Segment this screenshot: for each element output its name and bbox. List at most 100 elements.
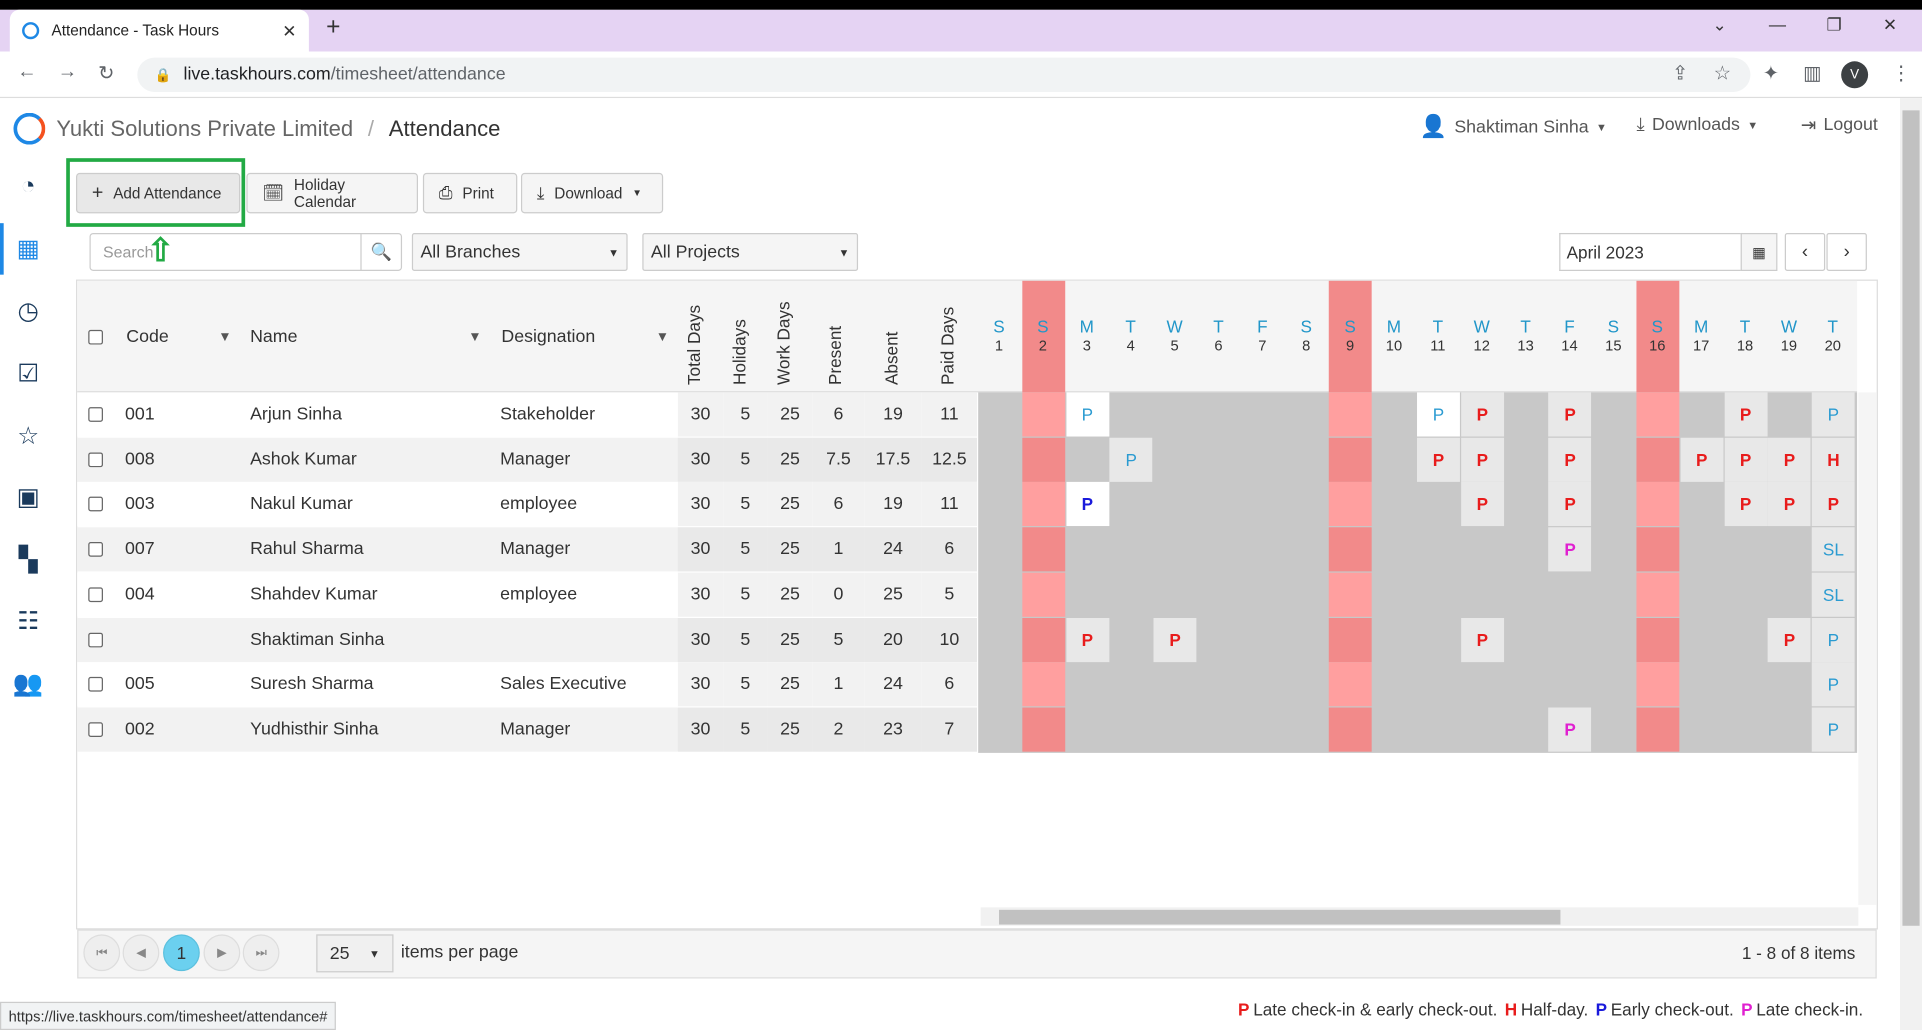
next-page-icon[interactable]: ▶ bbox=[203, 934, 241, 972]
attendance-mark[interactable]: P bbox=[1768, 482, 1811, 527]
back-icon[interactable]: ← bbox=[17, 61, 37, 83]
attendance-mark[interactable]: P bbox=[1724, 482, 1768, 527]
filter-icon[interactable]: ▼ bbox=[468, 329, 482, 345]
search-input[interactable]: Search bbox=[89, 232, 362, 271]
prev-page-icon[interactable]: ◀ bbox=[122, 934, 160, 972]
close-icon[interactable]: ✕ bbox=[282, 20, 297, 40]
clock-icon[interactable]: ◷ bbox=[17, 297, 39, 325]
attendance-mark[interactable]: P bbox=[1811, 392, 1855, 437]
row-checkbox-cell[interactable] bbox=[88, 392, 105, 436]
apps-icon[interactable]: ▚ bbox=[18, 546, 38, 574]
last-page-icon[interactable]: ⏭ bbox=[242, 934, 280, 972]
table-row[interactable]: Shaktiman Sinha 30 5 25 5 20 10 bbox=[77, 617, 977, 662]
row-checkbox[interactable] bbox=[88, 677, 103, 692]
attendance-mark[interactable]: P bbox=[1724, 437, 1768, 482]
grid-vertical-scrollbar[interactable] bbox=[1858, 392, 1877, 905]
row-checkbox[interactable] bbox=[88, 722, 103, 737]
row-checkbox[interactable] bbox=[88, 587, 103, 602]
attendance-mark[interactable]: P bbox=[1153, 617, 1197, 662]
holiday-calendar-button[interactable]: 🗓 Holiday Calendar bbox=[246, 172, 418, 214]
menu-icon[interactable]: ⋮ bbox=[1891, 63, 1912, 85]
table-row[interactable]: 003 Nakul Kumar employee 30 5 25 6 19 11 bbox=[77, 482, 977, 527]
attendance-mark[interactable]: P bbox=[1548, 527, 1592, 572]
attendance-mark[interactable]: P bbox=[1768, 617, 1811, 662]
attendance-mark[interactable]: P bbox=[1417, 392, 1460, 437]
row-checkbox-cell[interactable] bbox=[88, 707, 105, 751]
project-select[interactable]: All Projects ▼ bbox=[642, 232, 859, 271]
attendance-mark[interactable]: P bbox=[1065, 482, 1109, 527]
chevron-left-icon[interactable]: ‹ bbox=[1784, 232, 1826, 271]
table-row[interactable]: 002 Yudhisthir Sinha Manager 30 5 25 2 23 7 bbox=[77, 707, 977, 752]
attendance-mark[interactable]: P bbox=[1768, 437, 1811, 482]
current-page-button[interactable]: 1 bbox=[163, 934, 200, 972]
minimize-icon[interactable]: — bbox=[1768, 14, 1786, 35]
page-size-select[interactable]: 25 ▼ bbox=[316, 934, 394, 973]
window-close-icon[interactable]: ✕ bbox=[1882, 14, 1898, 35]
star-icon[interactable]: ☆ bbox=[1713, 63, 1732, 85]
downloads-menu[interactable]: ⤓ Downloads ▼ bbox=[1636, 114, 1758, 135]
row-checkbox-cell[interactable] bbox=[88, 617, 105, 661]
user-menu[interactable]: 👤 Shaktiman Sinha ▼ bbox=[1419, 114, 1607, 140]
download-button[interactable]: ⤓ Download ▼ bbox=[520, 172, 664, 214]
attendance-mark[interactable]: P bbox=[1548, 437, 1592, 482]
extensions-icon[interactable]: ✦ bbox=[1762, 63, 1780, 85]
attendance-mark[interactable]: P bbox=[1065, 617, 1109, 662]
dashboard-icon[interactable]: ◔ bbox=[20, 172, 36, 200]
sidepanel-icon[interactable]: ▥ bbox=[1803, 63, 1822, 85]
attendance-mark[interactable]: P bbox=[1811, 707, 1855, 752]
attendance-mark[interactable]: P bbox=[1548, 392, 1592, 437]
attendance-mark[interactable]: P bbox=[1460, 617, 1504, 662]
attendance-mark[interactable]: SL bbox=[1811, 527, 1855, 572]
browser-tab[interactable]: Attendance - Task Hours ✕ bbox=[9, 9, 309, 52]
attendance-mark[interactable]: P bbox=[1811, 482, 1855, 527]
attendance-mark[interactable]: P bbox=[1680, 437, 1724, 482]
row-checkbox-cell[interactable] bbox=[88, 662, 105, 706]
row-checkbox[interactable] bbox=[88, 407, 103, 422]
attendance-mark[interactable]: P bbox=[1460, 482, 1504, 527]
calendar-icon[interactable]: ▦ bbox=[16, 235, 40, 263]
tab-search-icon[interactable]: ⌄ bbox=[1712, 14, 1727, 35]
scroll-thumb[interactable] bbox=[999, 909, 1561, 925]
attendance-mark[interactable]: P bbox=[1811, 662, 1855, 707]
calendar-icon[interactable]: ▦ bbox=[1740, 232, 1778, 271]
attendance-mark[interactable]: P bbox=[1065, 392, 1109, 437]
row-checkbox[interactable] bbox=[88, 497, 103, 512]
reload-icon[interactable]: ↻ bbox=[98, 63, 115, 85]
row-checkbox[interactable] bbox=[88, 452, 103, 467]
filter-icon[interactable]: ▼ bbox=[218, 329, 232, 345]
team-icon[interactable]: 👥 bbox=[12, 670, 44, 698]
attendance-mark[interactable]: H bbox=[1811, 437, 1855, 482]
attendance-mark[interactable]: P bbox=[1109, 437, 1153, 482]
chevron-right-icon[interactable]: › bbox=[1826, 232, 1867, 271]
checklist-icon[interactable]: ☷ bbox=[17, 608, 40, 636]
scroll-thumb[interactable] bbox=[1902, 110, 1920, 926]
add-attendance-button[interactable]: + Add Attendance bbox=[75, 172, 241, 214]
attendance-mark[interactable]: P bbox=[1724, 392, 1768, 437]
month-picker-input[interactable]: April 2023 bbox=[1559, 232, 1744, 271]
logout-link[interactable]: ⇥ Logout bbox=[1801, 114, 1878, 136]
attendance-mark[interactable]: SL bbox=[1811, 572, 1855, 617]
col-designation[interactable]: Designation bbox=[501, 327, 596, 348]
row-checkbox[interactable] bbox=[88, 542, 103, 557]
table-row[interactable]: 007 Rahul Sharma Manager 30 5 25 1 24 6 bbox=[77, 527, 977, 572]
new-tab-icon[interactable]: + bbox=[326, 13, 341, 41]
company-name[interactable]: Yukti Solutions Private Limited bbox=[56, 116, 354, 142]
row-checkbox-cell[interactable] bbox=[88, 527, 105, 571]
table-row[interactable]: 008 Ashok Kumar Manager 30 5 25 7.5 17.5 12.5 bbox=[77, 437, 977, 482]
attendance-mark[interactable]: P bbox=[1417, 437, 1460, 482]
row-checkbox-cell[interactable] bbox=[88, 437, 105, 481]
attendance-mark[interactable]: P bbox=[1811, 617, 1855, 662]
attendance-mark[interactable]: P bbox=[1548, 482, 1592, 527]
table-row[interactable]: 005 Suresh Sharma Sales Executive 30 5 25 1 24 6 bbox=[77, 662, 977, 707]
col-code[interactable]: Code bbox=[126, 327, 169, 348]
attendance-mark[interactable]: P bbox=[1548, 707, 1592, 752]
table-row[interactable]: 001 Arjun Sinha Stakeholder 30 5 25 6 19 11 bbox=[77, 392, 977, 437]
print-button[interactable]: ⎙ Print bbox=[422, 172, 518, 214]
profile-avatar[interactable]: V bbox=[1841, 61, 1869, 89]
row-checkbox[interactable] bbox=[88, 632, 103, 647]
restore-icon[interactable]: ❐ bbox=[1826, 14, 1842, 35]
task-icon[interactable]: ☑ bbox=[17, 360, 40, 388]
app-logo[interactable] bbox=[13, 112, 46, 145]
url-bar[interactable]: 🔒 live.taskhours.com/timesheet/attendanc… bbox=[137, 57, 1751, 92]
select-all-checkbox[interactable] bbox=[88, 329, 103, 345]
